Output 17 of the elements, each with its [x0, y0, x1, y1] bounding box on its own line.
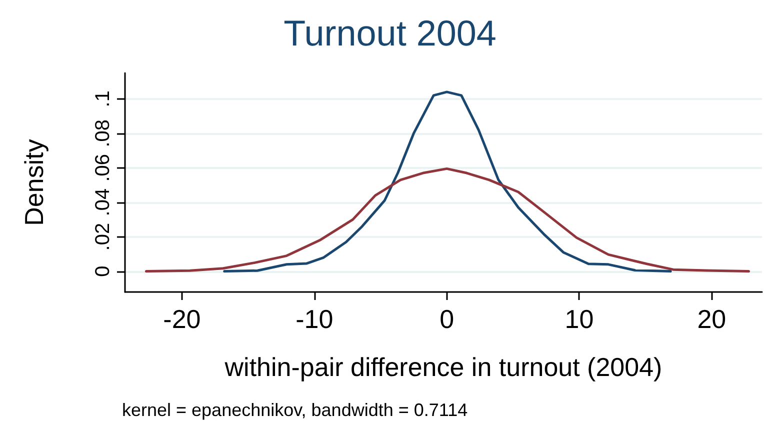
- text: kernel = epanechnikov, bandwidth = 0.7114: [122, 400, 468, 420]
- x-axis-title: within-pair difference in turnout (2004): [224, 352, 662, 382]
- x-tick-label: 20: [697, 304, 726, 334]
- x-tick-label: 10: [564, 304, 594, 334]
- y-tick-label: 0: [92, 266, 114, 277]
- y-tick-label: .1: [92, 90, 114, 108]
- y-tick-label: .06: [92, 154, 114, 182]
- y-tick-label: .04: [92, 188, 114, 216]
- line-series: [223, 90, 672, 273]
- line-series: [144, 167, 750, 273]
- chart-title: Turnout 2004: [284, 12, 496, 54]
- y-tick-label: .02: [92, 222, 114, 251]
- y-tick-label: .08: [92, 119, 114, 148]
- x-tick-label: -10: [296, 304, 334, 334]
- y-axis-title: Density: [19, 139, 49, 226]
- x-tick-label: -20: [163, 304, 201, 334]
- x-tick-label: 0: [440, 304, 454, 334]
